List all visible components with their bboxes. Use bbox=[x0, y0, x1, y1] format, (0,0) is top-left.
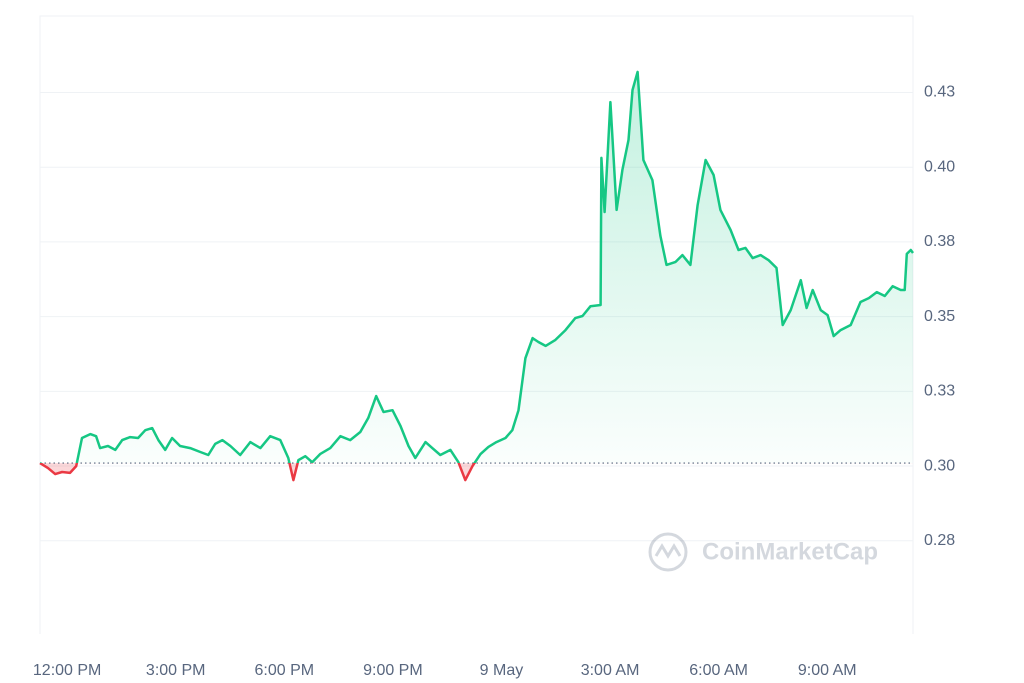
watermark-logo-mark bbox=[654, 543, 682, 559]
y-tick-label: 0.40 bbox=[924, 158, 955, 175]
y-tick-label: 0.33 bbox=[924, 383, 955, 400]
y-tick-label: 0.43 bbox=[924, 84, 955, 101]
watermark-logo bbox=[648, 532, 688, 572]
y-tick-label: 0.35 bbox=[924, 308, 955, 325]
x-tick-label: 3:00 PM bbox=[146, 662, 206, 679]
y-tick-label: 0.30 bbox=[924, 457, 955, 474]
x-tick-label: 6:00 PM bbox=[255, 662, 315, 679]
x-tick-label: 9 May bbox=[480, 662, 524, 679]
price-line bbox=[39, 70, 915, 482]
x-tick-label: 12:00 PM bbox=[33, 662, 101, 679]
watermark-text: CoinMarketCap bbox=[702, 538, 878, 565]
x-tick-label: 9:00 PM bbox=[363, 662, 423, 679]
x-tick-label: 6:00 AM bbox=[689, 662, 748, 679]
x-tick-label: 9:00 AM bbox=[798, 662, 857, 679]
y-tick-label: 0.38 bbox=[924, 233, 955, 250]
area-fill bbox=[40, 71, 913, 481]
watermark: CoinMarketCap bbox=[648, 532, 878, 572]
x-tick-label: 3:00 AM bbox=[581, 662, 640, 679]
y-tick-label: 0.28 bbox=[924, 532, 955, 549]
